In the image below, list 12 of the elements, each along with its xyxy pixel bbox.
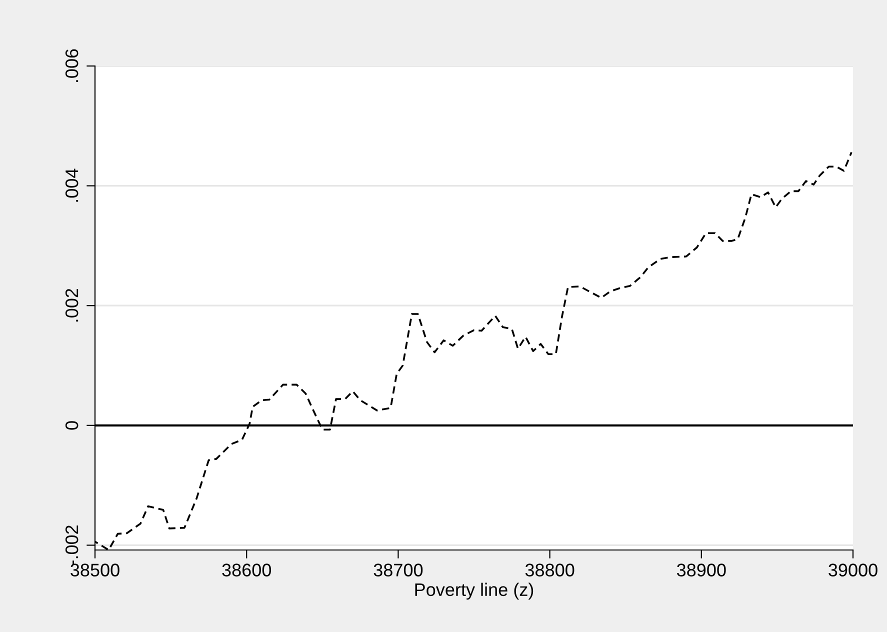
x-tick-label: 38700 [374, 564, 423, 576]
y-tick-label: .002 [65, 288, 78, 322]
y-tick-label: .004 [65, 168, 78, 202]
x-tick-label: 38500 [70, 564, 120, 576]
y-tick-label: .006 [65, 49, 78, 82]
x-tick-label: 38900 [676, 564, 726, 576]
x-tick-label: 39000 [828, 564, 878, 576]
x-tick-label: 38600 [222, 564, 271, 576]
x-axis-title: Poverty line (z) [415, 582, 534, 600]
y-tick-label: -.002 [65, 526, 78, 565]
x-tick-label: 38800 [525, 564, 574, 576]
y-tick-label: 0 [65, 421, 78, 430]
